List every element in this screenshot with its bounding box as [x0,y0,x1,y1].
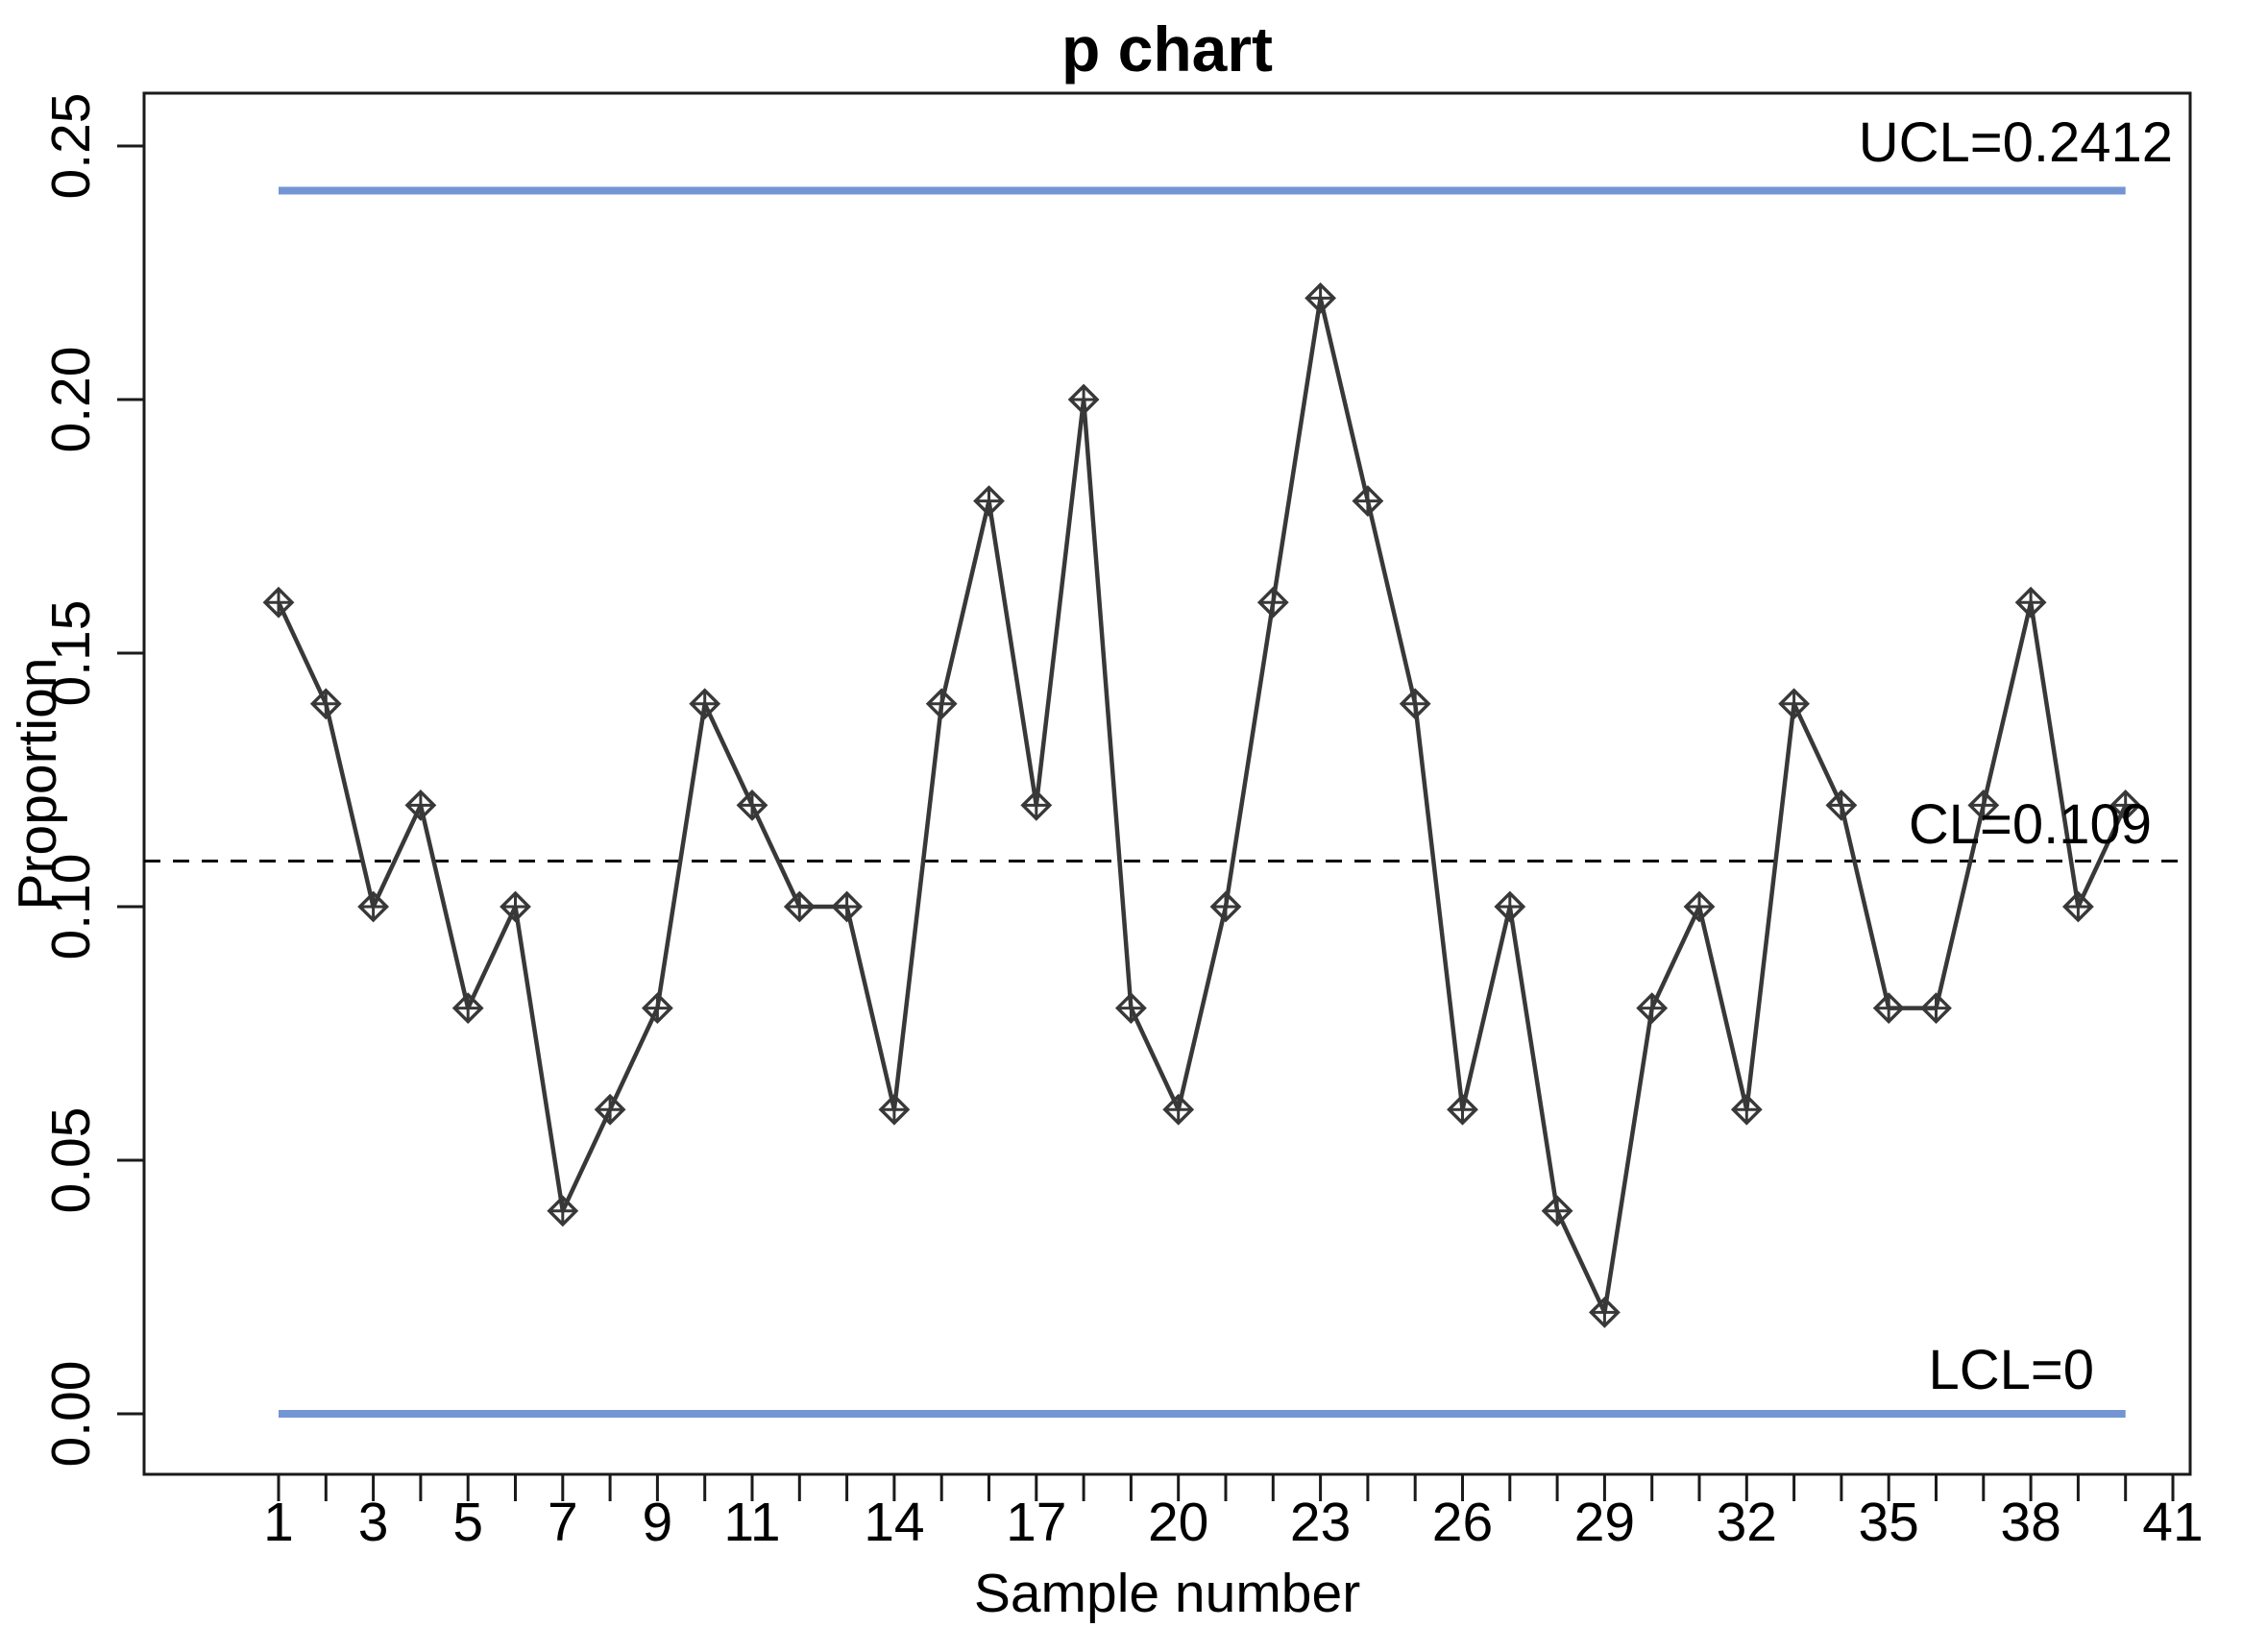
y-axis-tick-label: 0.10 [40,854,102,960]
lcl-label: LCL=0 [1928,1339,2094,1401]
data-point-marker [1352,485,1384,518]
data-point-marker [2061,890,2094,923]
data-point-marker [783,890,816,923]
x-axis-tick-label: 32 [1717,1492,1777,1553]
chart-title: p chart [1061,13,1273,85]
y-axis-tick-label: 0.25 [40,93,102,200]
data-point-marker [1778,688,1811,720]
data-point-marker [309,688,342,720]
data-point-marker [1494,890,1526,923]
data-point-marker [1020,789,1053,821]
data-point-marker [1872,992,1905,1025]
data-point-marker [451,992,484,1025]
x-axis-tick-label: 20 [1148,1492,1208,1553]
x-axis-tick-label: 23 [1290,1492,1351,1553]
data-point-marker [1683,890,1716,923]
x-axis-tick-label: 38 [2000,1492,2060,1553]
data-point-marker [404,789,437,821]
data-point-marker [547,1195,579,1227]
x-axis-tick-label: 5 [452,1492,483,1553]
x-axis-tick-label: 7 [548,1492,578,1553]
x-axis-title: Sample number [974,1563,1360,1624]
data-point-marker [1447,1093,1478,1126]
data-point-marker [357,890,390,923]
y-axis-title: Proportion [7,658,68,911]
x-axis-tick-label: 41 [2142,1492,2203,1553]
data-point-marker [1825,789,1858,821]
data-point-marker [689,688,721,720]
y-axis-tick-label: 0.05 [40,1107,102,1214]
data-point-marker [973,485,1005,518]
data-point-marker [1967,789,2000,821]
x-axis-tick-label: 9 [643,1492,673,1553]
data-point-marker [1588,1296,1621,1328]
data-point-marker [641,992,673,1025]
data-point-marker [1636,992,1669,1025]
y-axis-tick-label: 0.00 [40,1361,102,1468]
ucl-label: UCL=0.2412 [1859,111,2173,174]
data-point-marker [500,890,531,923]
data-point-marker [878,1093,911,1126]
data-point-marker [1162,1093,1195,1126]
data-point-marker [1256,586,1289,619]
data-point-marker [2109,789,2142,821]
y-axis-tick-label: 0.20 [40,347,102,453]
x-axis-tick-label: 3 [358,1492,389,1553]
x-axis-tick-label: 17 [1006,1492,1066,1553]
data-point-marker [594,1093,626,1126]
cl-label: CL=0.109 [1909,793,2152,856]
y-axis-tick-label: 0.15 [40,600,102,707]
data-point-marker [262,586,295,619]
data-point-marker [1304,281,1337,314]
data-point-marker [1399,688,1431,720]
x-axis-tick-label: 26 [1432,1492,1493,1553]
data-point-marker [1114,992,1147,1025]
data-point-marker [1730,1093,1763,1126]
x-axis-tick-label: 14 [864,1492,924,1553]
series-line [276,296,2128,1315]
data-point-marker [736,789,768,821]
data-point-marker [1209,890,1242,923]
x-axis-tick-label: 35 [1858,1492,1918,1553]
x-axis-tick-label: 11 [723,1492,780,1553]
x-axis-tick-label: 1 [263,1492,294,1553]
plot-box [142,91,2192,1476]
data-point-marker [831,890,864,923]
x-axis-tick-label: 29 [1574,1492,1635,1553]
data-point-marker [1067,383,1100,416]
data-point-marker [1541,1195,1573,1227]
data-point-marker [925,688,958,720]
data-point-marker [2014,586,2047,619]
data-point-marker [1920,992,1952,1025]
